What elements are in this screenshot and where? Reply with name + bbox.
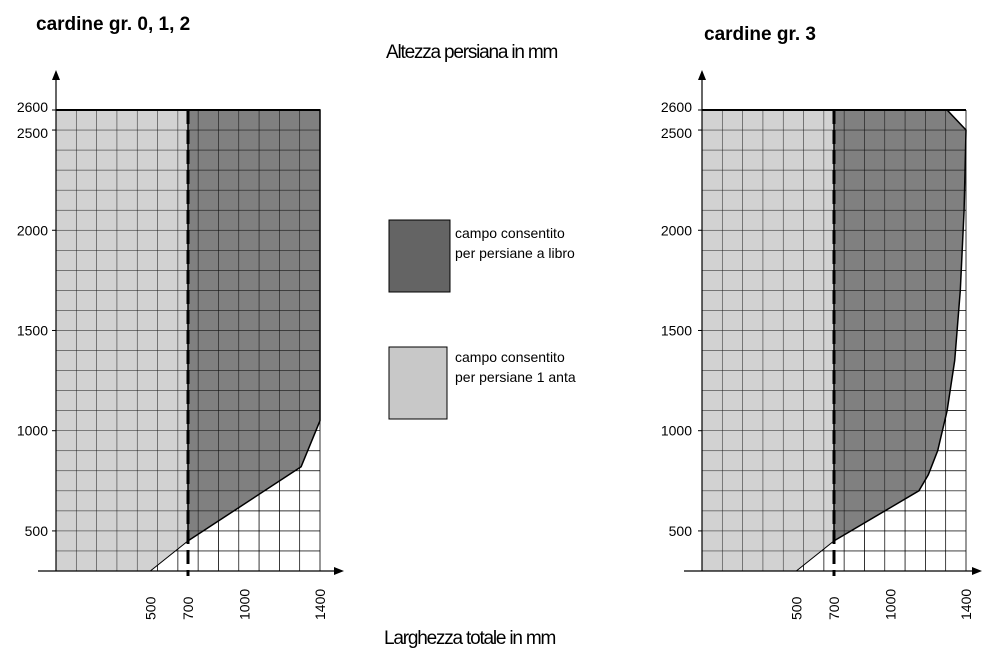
x-tick-label: 1400 [958, 589, 974, 620]
y-tick-label: 2000 [17, 222, 48, 238]
legend: campo consentito per persiane a libro ca… [388, 219, 576, 420]
legend-label-1-anta-line2: per persiane 1 anta [455, 369, 576, 385]
y-tick-label: 2500 [661, 125, 692, 141]
legend-label-libro-line2: per persiane a libro [455, 245, 575, 261]
legend-label-libro-line1: campo consentito [455, 225, 565, 241]
legend-swatch-libro [388, 219, 451, 293]
y-tick-label: 500 [669, 523, 693, 539]
x-tick-label: 700 [180, 596, 196, 620]
y-tick-label: 2000 [661, 222, 692, 238]
x-tick-label: 1400 [312, 589, 328, 620]
legend-item-1-anta: campo consentito per persiane 1 anta [388, 346, 576, 420]
region-1-anta [701, 109, 835, 572]
y-tick-label: 2500 [17, 125, 48, 141]
chart-cardine-3: 500 1000 1500 2000 2500 2600 500 700 1000 1400 [661, 70, 982, 620]
y-tick-label: 1500 [661, 322, 692, 338]
y-axis-label: Altezza persiana in mm [386, 42, 557, 63]
x-tick-label: 1000 [237, 589, 253, 620]
x-axis-label: Larghezza totale in mm [384, 628, 555, 649]
y-tick-label: 1000 [17, 423, 48, 439]
y-tick-label: 1500 [17, 322, 48, 338]
chart-title-right: cardine gr. 3 [704, 24, 816, 45]
y-tick-label: 500 [25, 523, 49, 539]
y-tick-label: 1000 [661, 423, 692, 439]
region-libro [187, 109, 321, 543]
region-1-anta [55, 109, 189, 572]
chart-cardine-0-1-2: 500 1000 1500 2000 2500 2600 500 700 1000 1400 [17, 70, 344, 620]
region-libro [833, 109, 967, 543]
y-axis-arrow [698, 70, 706, 80]
legend-item-libro: campo consentito per persiane a libro [388, 219, 575, 293]
x-tick-label: 500 [142, 596, 158, 620]
legend-swatch-1-anta [388, 346, 448, 420]
y-tick-label: 2600 [17, 99, 48, 115]
x-tick-label: 700 [826, 596, 842, 620]
x-axis-arrow [334, 567, 344, 575]
chart-title-left: cardine gr. 0, 1, 2 [36, 14, 190, 35]
legend-label-1-anta-line1: campo consentito [455, 349, 565, 365]
y-tick-label: 2600 [661, 99, 692, 115]
x-axis-arrow [972, 567, 982, 575]
x-tick-label: 500 [788, 596, 804, 620]
x-tick-label: 1000 [883, 589, 899, 620]
y-axis-arrow [52, 70, 60, 80]
